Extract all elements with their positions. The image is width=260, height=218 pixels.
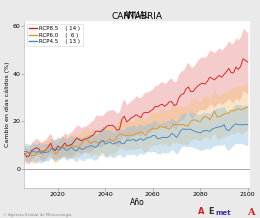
X-axis label: Año: Año bbox=[130, 198, 145, 207]
Text: A: A bbox=[198, 207, 204, 216]
Text: E: E bbox=[208, 207, 214, 216]
Legend: RCP8.5    ( 14 ), RCP6.0    (  6 ), RCP4.5    ( 13 ): RCP8.5 ( 14 ), RCP6.0 ( 6 ), RCP4.5 ( 13… bbox=[27, 24, 83, 46]
Text: ANUAL: ANUAL bbox=[124, 11, 150, 20]
Title: CANTABRIA: CANTABRIA bbox=[112, 12, 163, 21]
Y-axis label: Cambio en días cálidos (%): Cambio en días cálidos (%) bbox=[4, 62, 10, 147]
Text: © Agencia Estatal de Meteorología: © Agencia Estatal de Meteorología bbox=[3, 213, 71, 217]
Text: A: A bbox=[247, 208, 255, 217]
Text: met: met bbox=[216, 210, 231, 216]
